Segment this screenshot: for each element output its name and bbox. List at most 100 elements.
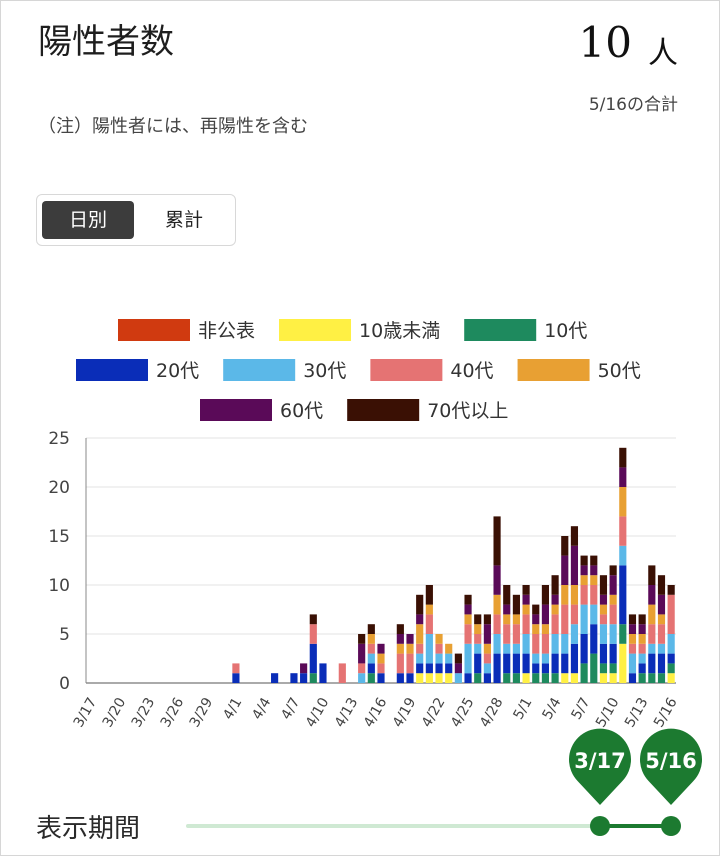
bar-segment[interactable] (609, 643, 617, 664)
bar-segment[interactable] (561, 634, 569, 654)
bar-segment[interactable] (561, 604, 569, 634)
bar-segment[interactable] (619, 447, 627, 468)
bar-segment[interactable] (551, 673, 559, 683)
bar-segment[interactable] (599, 673, 608, 683)
bar-segment[interactable] (667, 663, 675, 674)
period-end-marker[interactable] (640, 728, 702, 805)
bar-segment[interactable] (503, 604, 511, 615)
bar-segment[interactable] (493, 516, 501, 566)
bar-segment[interactable] (309, 614, 317, 625)
bar-segment[interactable] (590, 624, 598, 654)
bar-segment[interactable] (416, 614, 424, 625)
legend-label[interactable]: 10代 (544, 320, 587, 342)
bar-segment[interactable] (396, 673, 404, 683)
bar-segment[interactable] (657, 673, 666, 683)
bar-segment[interactable] (599, 643, 608, 664)
bar-segment[interactable] (290, 673, 298, 683)
bar-segment[interactable] (454, 653, 462, 664)
bar-segment[interactable] (609, 594, 617, 605)
bar-segment[interactable] (638, 673, 646, 683)
bar-segment[interactable] (377, 663, 385, 674)
bar-segment[interactable] (609, 624, 617, 644)
bar-segment[interactable] (648, 643, 656, 654)
bar-segment[interactable] (416, 594, 424, 615)
bar-segment[interactable] (667, 634, 675, 654)
bar-segment[interactable] (416, 673, 424, 683)
bar-segment[interactable] (599, 575, 608, 595)
bar-segment[interactable] (628, 634, 637, 644)
bar-segment[interactable] (532, 634, 540, 654)
bar-segment[interactable] (580, 604, 588, 634)
bar-segment[interactable] (464, 624, 472, 644)
bar-segment[interactable] (309, 673, 317, 683)
bar-segment[interactable] (358, 673, 366, 683)
legend-swatch[interactable] (347, 399, 420, 421)
bar-segment[interactable] (532, 624, 540, 634)
bar-segment[interactable] (619, 545, 627, 566)
legend-label[interactable]: 10歳未満 (359, 320, 440, 342)
bar-segment[interactable] (503, 585, 511, 605)
bar-segment[interactable] (638, 634, 646, 644)
bar-segment[interactable] (619, 565, 627, 625)
bar-segment[interactable] (522, 634, 530, 654)
bar-segment[interactable] (541, 604, 550, 625)
bar-segment[interactable] (493, 614, 501, 634)
bar-segment[interactable] (416, 653, 424, 664)
bar-segment[interactable] (435, 653, 443, 664)
period-start-marker[interactable] (569, 728, 631, 805)
bar-segment[interactable] (580, 634, 588, 664)
bar-segment[interactable] (609, 673, 617, 683)
bar-segment[interactable] (416, 663, 424, 674)
bar-segment[interactable] (358, 634, 366, 644)
bar-segment[interactable] (406, 634, 414, 644)
bar-segment[interactable] (599, 604, 608, 615)
bar-segment[interactable] (503, 614, 511, 625)
bar-segment[interactable] (599, 594, 608, 605)
bar-segment[interactable] (309, 643, 317, 674)
bar-segment[interactable] (657, 624, 666, 644)
bar-segment[interactable] (619, 467, 627, 487)
bar-segment[interactable] (474, 634, 482, 644)
bar-segment[interactable] (532, 604, 540, 615)
bar-segment[interactable] (609, 565, 617, 576)
bar-segment[interactable] (532, 653, 540, 664)
bar-segment[interactable] (551, 604, 559, 615)
bar-segment[interactable] (628, 614, 637, 625)
bar-segment[interactable] (638, 663, 646, 674)
bar-segment[interactable] (619, 487, 627, 517)
bar-segment[interactable] (483, 643, 491, 654)
bar-segment[interactable] (474, 673, 482, 683)
legend-swatch[interactable] (464, 319, 537, 341)
period-start-handle[interactable] (590, 816, 610, 836)
bar-segment[interactable] (367, 673, 375, 683)
bar-segment[interactable] (551, 634, 559, 654)
bar-segment[interactable] (522, 594, 530, 605)
bar-segment[interactable] (271, 673, 279, 683)
bar-segment[interactable] (377, 673, 385, 683)
legend-swatch[interactable] (370, 359, 443, 381)
bar-segment[interactable] (667, 653, 675, 664)
bar-segment[interactable] (580, 663, 588, 683)
bar-segment[interactable] (638, 643, 646, 654)
bar-segment[interactable] (367, 663, 375, 674)
daily-toggle-button[interactable]: 日別 (42, 201, 134, 239)
bar-segment[interactable] (580, 565, 588, 576)
bar-segment[interactable] (483, 673, 491, 683)
bar-segment[interactable] (445, 653, 453, 664)
legend-swatch[interactable] (76, 359, 148, 381)
bar-segment[interactable] (648, 585, 656, 605)
bar-segment[interactable] (551, 575, 559, 595)
bar-segment[interactable] (406, 643, 414, 654)
bar-segment[interactable] (454, 663, 462, 674)
bar-segment[interactable] (580, 575, 588, 585)
bar-segment[interactable] (657, 594, 666, 615)
bar-segment[interactable] (483, 653, 491, 664)
cumulative-toggle-button[interactable]: 累計 (164, 209, 203, 231)
bar-segment[interactable] (483, 614, 491, 625)
legend-label[interactable]: 40代 (450, 360, 493, 382)
bar-segment[interactable] (657, 614, 666, 625)
bar-segment[interactable] (503, 643, 511, 654)
bar-segment[interactable] (464, 614, 472, 625)
bar-segment[interactable] (657, 653, 666, 674)
bar-segment[interactable] (503, 653, 511, 674)
